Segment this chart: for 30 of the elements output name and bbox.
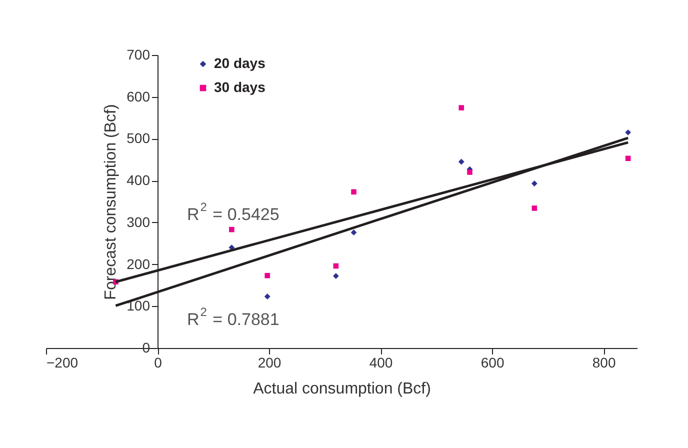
x-axis-title: Actual consumption (Bcf) <box>253 380 431 398</box>
point <box>532 206 538 211</box>
y-tick-label: 200 <box>126 256 150 272</box>
point <box>229 226 234 232</box>
point <box>264 272 270 278</box>
point <box>351 189 356 195</box>
y-tick-label: 500 <box>126 130 150 146</box>
point <box>458 105 464 110</box>
y-axis-title: Forecast consumption (Bcf) <box>102 104 120 300</box>
x-tick-label: 200 <box>258 354 282 370</box>
x-tick-label: 600 <box>480 354 504 370</box>
point <box>458 158 464 165</box>
point <box>531 180 538 186</box>
legend-label: 30 days <box>214 79 266 95</box>
y-tick-label: 100 <box>126 298 150 314</box>
point <box>467 170 472 175</box>
y-tick-label: 300 <box>126 214 150 230</box>
point <box>332 273 339 279</box>
x-tick-label: 400 <box>369 354 393 370</box>
y-tick-label: 400 <box>126 172 150 188</box>
point <box>350 230 357 236</box>
legend-label: 20 days <box>214 55 266 71</box>
y-tick-label: 700 <box>126 46 150 62</box>
y-tick-label: 600 <box>126 88 150 104</box>
point <box>625 156 631 162</box>
point <box>625 129 632 136</box>
x-tick-label: 0 <box>154 354 162 370</box>
x-tick-label: −200 <box>46 354 78 370</box>
point <box>264 294 270 300</box>
x-tick-label: 800 <box>592 354 616 370</box>
